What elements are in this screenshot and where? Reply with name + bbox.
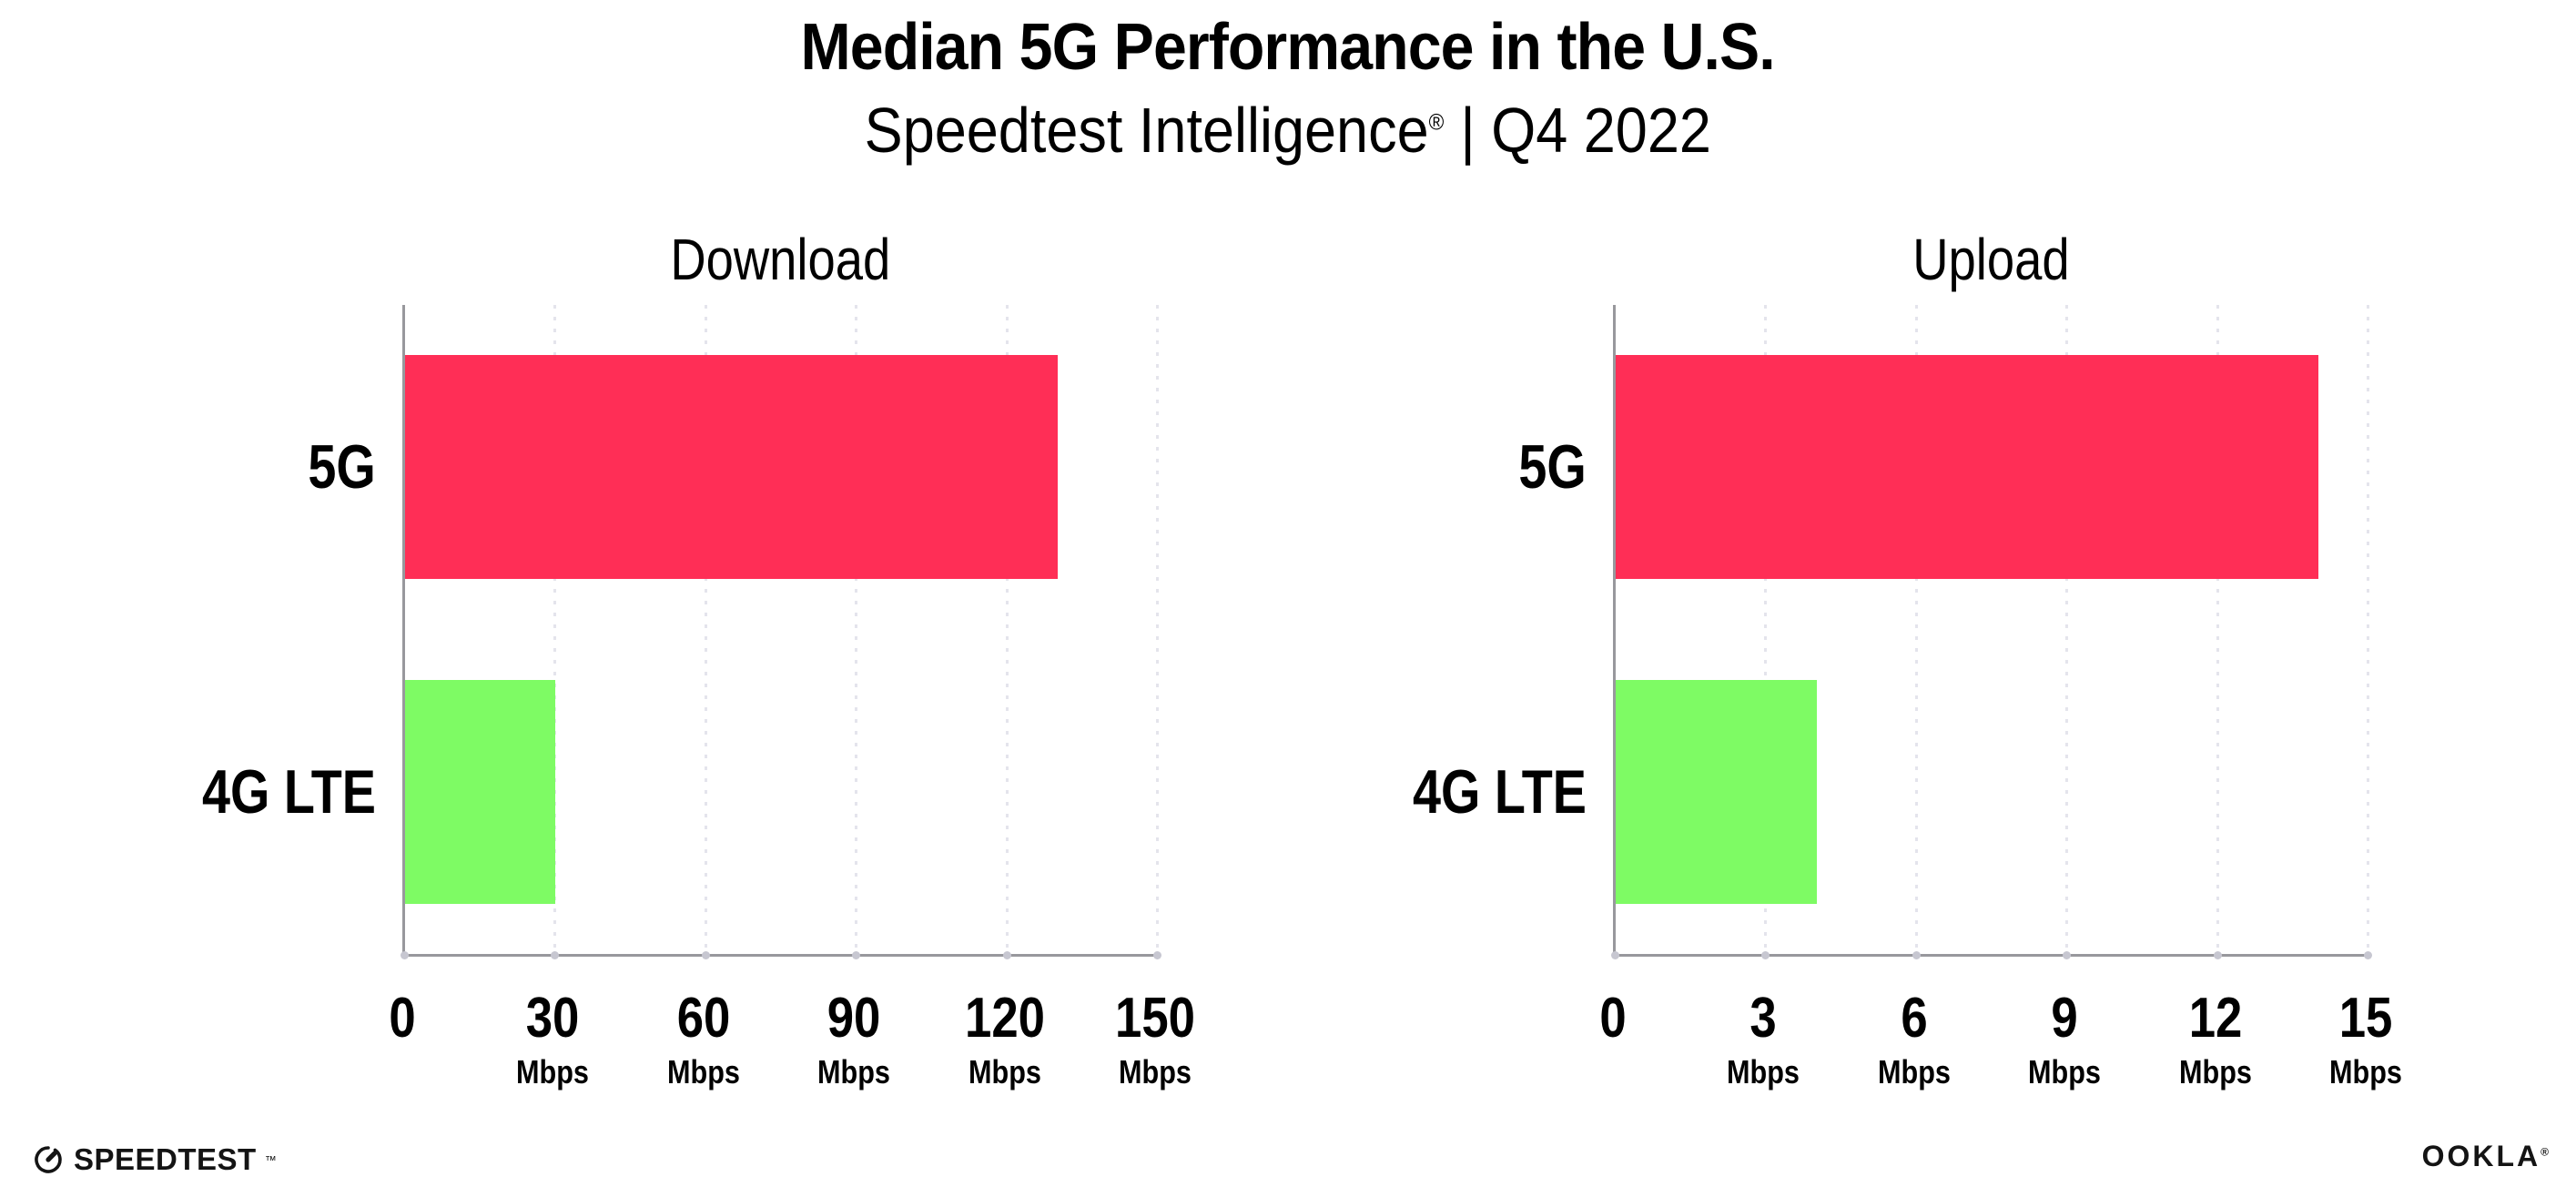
x-tick-label: 3 <box>1749 987 1778 1050</box>
chart-upload: Upload 0 3 Mbps 6 Mbps 9 Mbps 12 Mbps 15 Mbps 5G 4G … <box>1317 218 2402 1138</box>
x-tick-unit-label: Mbps <box>968 1053 1041 1090</box>
gridline <box>704 305 707 954</box>
speedtest-wordmark: SPEEDTEST <box>74 1142 257 1176</box>
trademark-icon: ™ <box>264 1152 277 1167</box>
x-tick-unit-label: Mbps <box>2329 1053 2402 1090</box>
x-tick-unit-label: Mbps <box>666 1053 740 1090</box>
x-tick-label: 60 <box>676 987 731 1050</box>
figure-title-text: Median 5G Performance in the U.S. <box>800 11 1776 84</box>
axis-tick-dot <box>1611 951 1619 959</box>
x-tick-label: 9 <box>2051 987 2078 1050</box>
ookla-wordmark: OOKLA <box>2421 1140 2541 1172</box>
chart-title-text: Upload <box>1912 227 2070 292</box>
axis-tick-dot <box>2213 951 2222 959</box>
axis-tick-dot <box>401 951 409 959</box>
gridline <box>2065 305 2069 954</box>
registered-trademark-icon: ® <box>1428 109 1445 136</box>
gridline <box>1005 305 1009 954</box>
gridline <box>1156 305 1159 954</box>
chart-title: Upload <box>1613 226 2368 293</box>
x-tick-label: 150 <box>1115 987 1195 1050</box>
gridline <box>1914 305 1918 954</box>
x-tick-label: 15 <box>2338 987 2393 1050</box>
x-tick-unit-label: Mbps <box>1119 1053 1192 1090</box>
axis-tick-dot <box>701 951 710 959</box>
gridline <box>2216 305 2219 954</box>
gridline <box>855 305 858 954</box>
figure-subtitle: Speedtest Intelligence® | Q4 2022 <box>0 98 2576 162</box>
chart-title-text: Download <box>670 227 890 292</box>
axis-tick-dot <box>2063 951 2072 959</box>
subtitle-period: | Q4 2022 <box>1460 95 1712 166</box>
category-label-5g: 5G <box>308 432 376 502</box>
x-tick-unit-label: Mbps <box>516 1053 590 1090</box>
ookla-logo: OOKLA® <box>2422 1140 2549 1173</box>
x-tick-label: 120 <box>964 987 1045 1050</box>
speedtest-gauge-icon <box>35 1146 62 1173</box>
bar-5g <box>1616 355 2318 580</box>
x-tick-label: 90 <box>827 987 881 1050</box>
axis-tick-dot <box>852 951 861 959</box>
x-tick-unit-label: Mbps <box>2178 1053 2252 1090</box>
chart-download: Download 0 30 Mbps 60 Mbps 90 Mbps 120 Mbps 150 Mb… <box>106 218 1195 1138</box>
category-label-5g: 5G <box>1518 432 1587 502</box>
gridline <box>2367 305 2369 954</box>
subtitle-brand: Speedtest Intelligence <box>864 95 1429 166</box>
x-tick-unit-label: Mbps <box>1877 1053 1951 1090</box>
x-tick-label: 6 <box>1901 987 1928 1050</box>
x-tick-label: 0 <box>389 987 416 1050</box>
x-tick-unit-label: Mbps <box>2028 1053 2102 1090</box>
axis-tick-dot <box>551 951 560 959</box>
x-tick-label: 30 <box>526 987 580 1050</box>
axis-tick-dot <box>2364 951 2372 959</box>
axis-tick-dot <box>1912 951 1921 959</box>
bar-5g <box>405 355 1058 580</box>
plot-area <box>401 305 1161 959</box>
category-label-4g-lte: 4G LTE <box>1412 756 1587 827</box>
gridline <box>1764 305 1768 954</box>
axis-tick-dot <box>1153 951 1161 959</box>
plot-area <box>1611 305 2372 959</box>
registered-trademark-icon: ® <box>2541 1145 2549 1159</box>
x-tick-unit-label: Mbps <box>817 1053 891 1090</box>
bar-4g-lte <box>405 679 556 904</box>
category-label-4g-lte: 4G LTE <box>201 756 376 827</box>
speedtest-logo: SPEEDTEST ™ <box>31 1142 277 1177</box>
x-tick-unit-label: Mbps <box>1727 1053 1800 1090</box>
x-tick-label: 0 <box>1599 987 1627 1050</box>
axis-tick-dot <box>1002 951 1011 959</box>
x-tick-label: 12 <box>2188 987 2242 1050</box>
gridline <box>553 305 557 954</box>
chart-title: Download <box>402 226 1158 293</box>
axis-tick-dot <box>1761 951 1770 959</box>
figure-title: Median 5G Performance in the U.S. <box>0 15 2576 80</box>
bar-4g-lte <box>1616 679 1817 904</box>
